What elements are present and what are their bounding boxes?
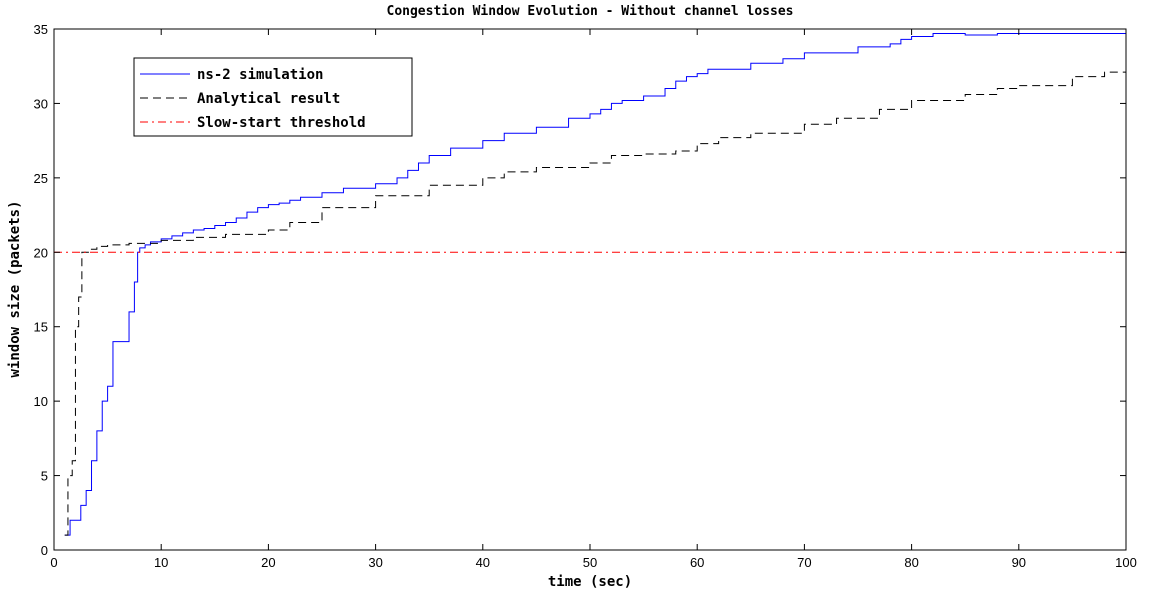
y-tick-label: 5 bbox=[41, 469, 48, 484]
y-tick-label: 10 bbox=[34, 394, 48, 409]
y-tick-label: 20 bbox=[34, 245, 48, 260]
series-line-0 bbox=[64, 32, 1126, 536]
series-line-1 bbox=[64, 66, 1127, 536]
x-tick-label: 70 bbox=[797, 555, 811, 570]
x-tick-label: 80 bbox=[904, 555, 918, 570]
y-tick-label: 35 bbox=[34, 22, 48, 37]
legend-box bbox=[133, 57, 413, 137]
x-tick-label: 100 bbox=[1115, 555, 1137, 570]
series-layer bbox=[54, 32, 1127, 536]
x-tick-label: 20 bbox=[261, 555, 275, 570]
y-axis-title: window size (packets) bbox=[7, 200, 23, 377]
legend-label: Analytical result bbox=[197, 91, 340, 107]
y-tick-label: 0 bbox=[41, 543, 48, 558]
x-tick-label: 10 bbox=[154, 555, 168, 570]
x-tick-label: 40 bbox=[476, 555, 490, 570]
x-tick-label: 50 bbox=[583, 555, 597, 570]
legend-label: ns-2 simulation bbox=[197, 67, 323, 83]
y-tick-label: 25 bbox=[34, 171, 48, 186]
x-tick-label: 30 bbox=[368, 555, 382, 570]
legend: ns-2 simulation Analytical result Slow-sta… bbox=[133, 57, 413, 137]
y-tick-label: 15 bbox=[34, 320, 48, 335]
y-tick-label: 30 bbox=[34, 96, 48, 111]
x-axis-title: time (sec) bbox=[548, 574, 632, 590]
chart-title: Congestion Window Evolution - Without ch… bbox=[387, 4, 794, 19]
x-tick-label: 0 bbox=[50, 555, 57, 570]
x-tick-label: 60 bbox=[690, 555, 704, 570]
legend-label: Slow-start threshold bbox=[197, 115, 366, 131]
x-tick-label: 90 bbox=[1012, 555, 1026, 570]
ticks-layer: 0 10 20 30 40 50 60 70 80 90 100 0 5 10 15 20 25 30 35 bbox=[34, 22, 1137, 570]
